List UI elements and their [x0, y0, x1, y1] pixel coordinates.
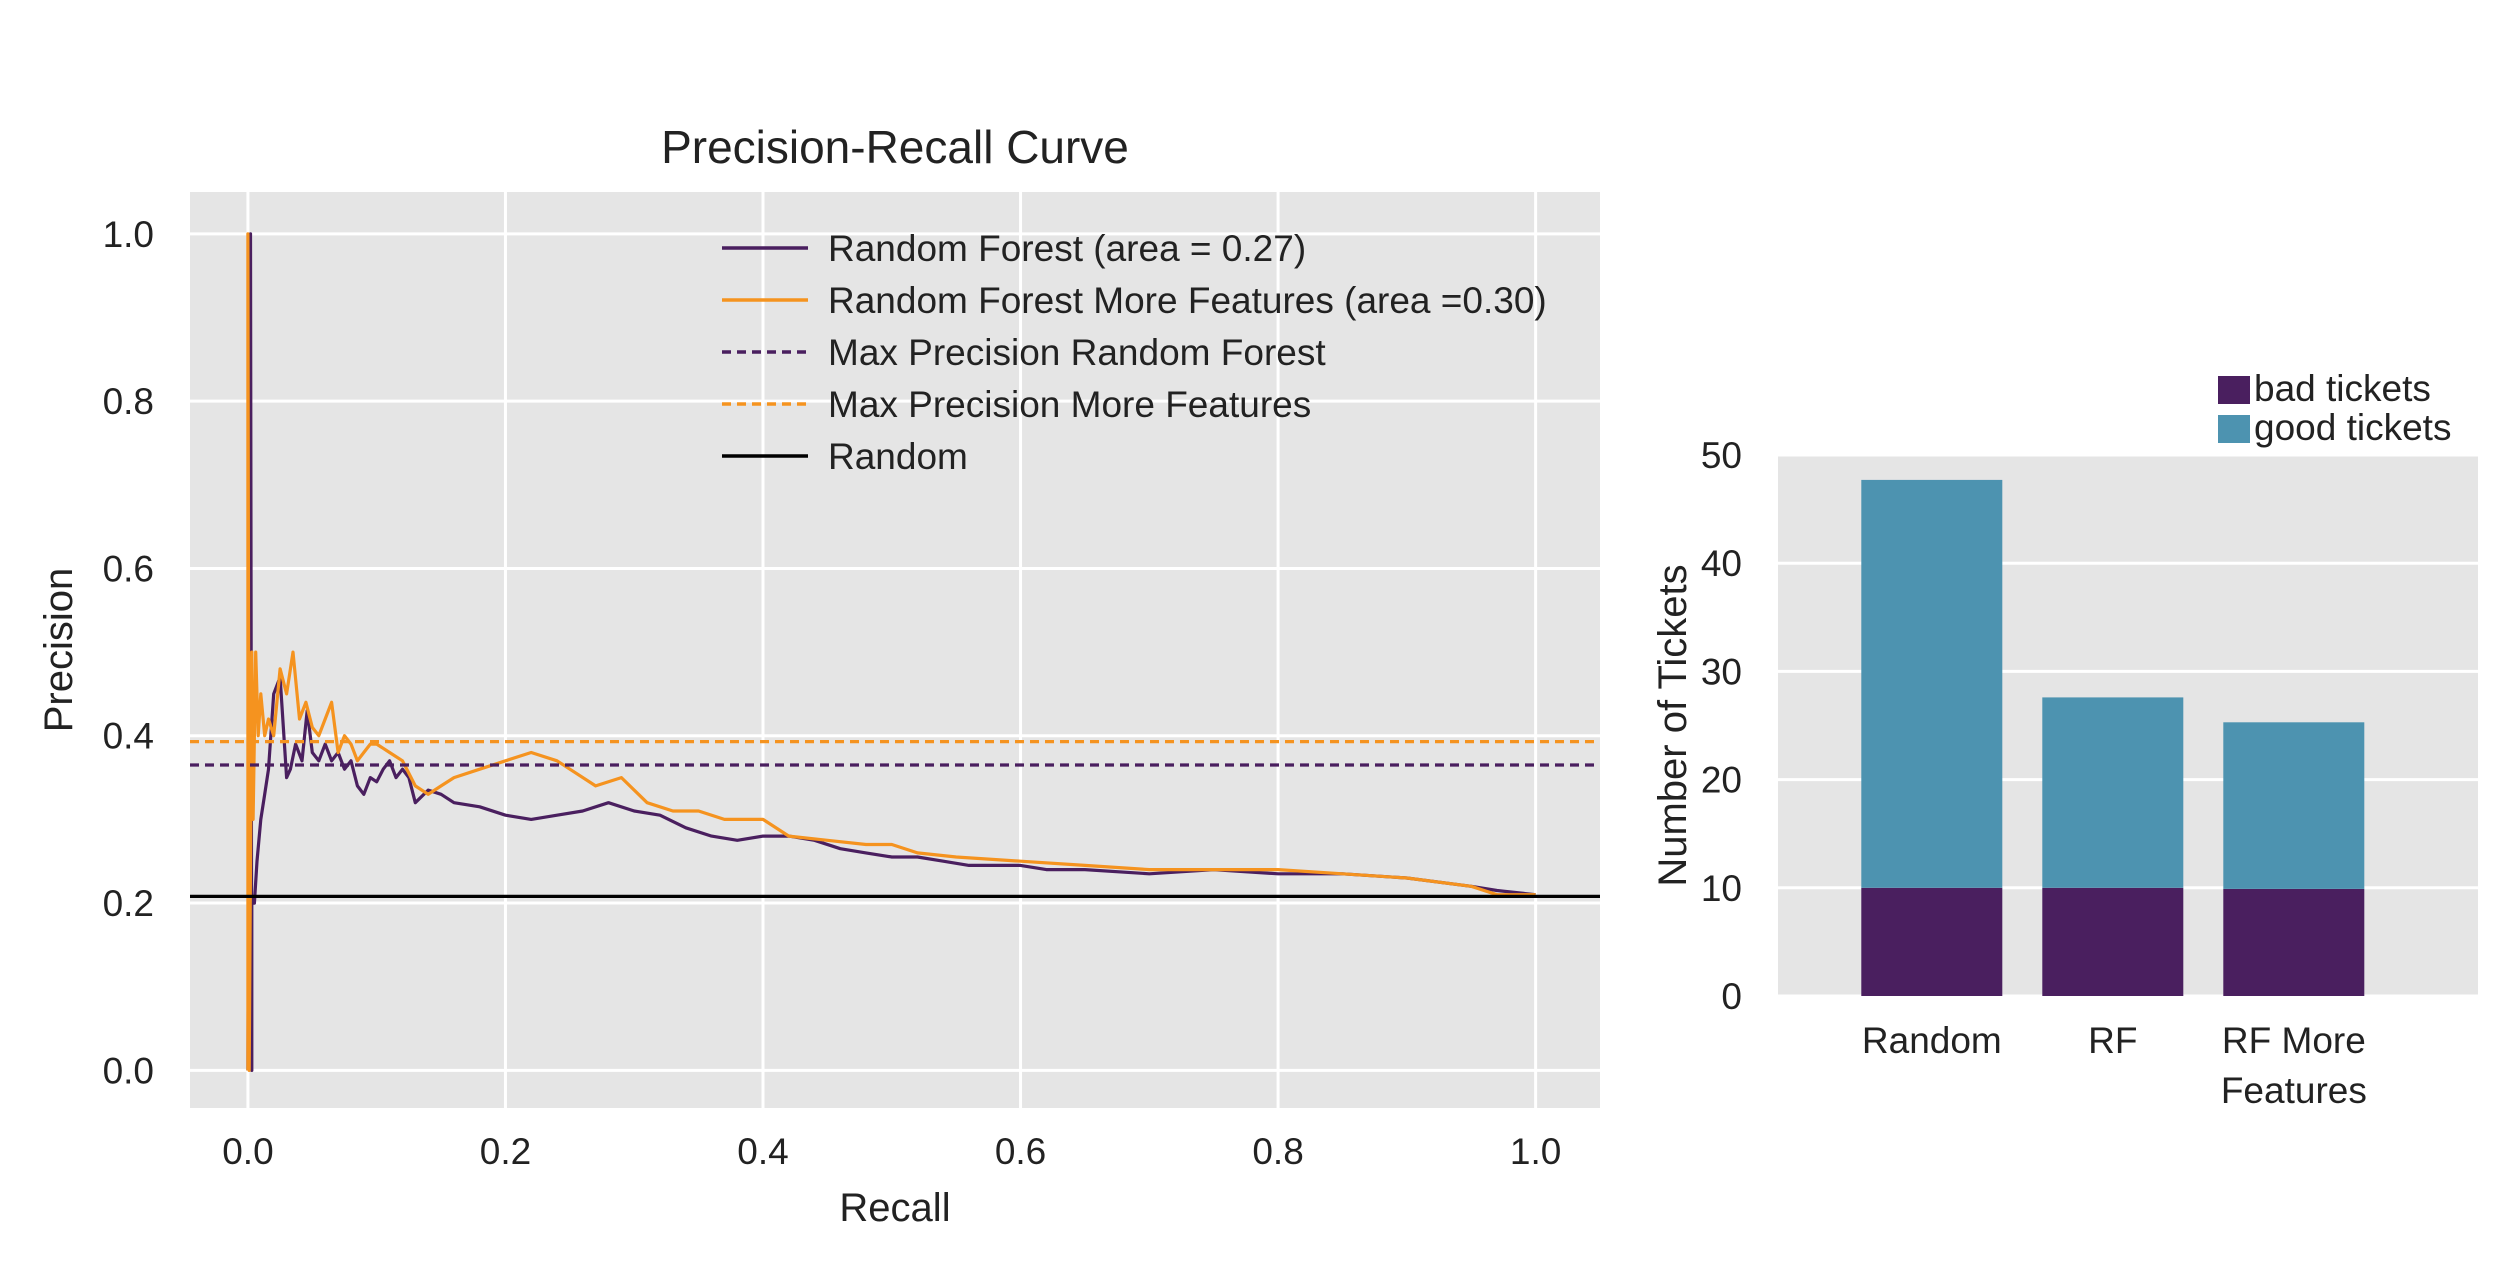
bar-x-tick-label: RF [2088, 1020, 2137, 1061]
bar-y-tick-label: 50 [1701, 435, 1742, 476]
bar-y-tick-label: 20 [1701, 760, 1742, 801]
bar-bad-tickets [2223, 888, 2365, 996]
bar-legend-swatch [2218, 376, 2250, 404]
bar-x-tick-label: Features [2221, 1070, 2367, 1111]
bar-good-tickets [1861, 479, 2003, 888]
pr-series-line-0 [246, 232, 1536, 1073]
pr-x-axis-label: Recall [839, 1186, 950, 1230]
pr-x-tick-label: 0.6 [995, 1131, 1046, 1172]
pr-legend-label: Random Forest More Features (area =0.30) [828, 280, 1547, 321]
bar-y-tick-label: 10 [1701, 868, 1742, 909]
pr-x-tick-label: 1.0 [1510, 1131, 1561, 1172]
pr-series-line-1 [246, 232, 1536, 1073]
bar-y-tick-label: 0 [1721, 976, 1742, 1017]
bar-good-tickets [2042, 697, 2184, 888]
pr-y-tick-label: 0.4 [103, 716, 154, 757]
pr-y-axis-label: Precision [37, 568, 81, 733]
pr-y-tick-label: 0.2 [103, 883, 154, 924]
bar-x-tick-label: Random [1862, 1020, 2002, 1061]
bar-legend-swatch [2218, 415, 2250, 443]
precision-recall-chart: 0.0 0.2 0.4 0.6 0.8 1.0 0.0 0.2 0.4 0.6 0.8 1.0 Prec… [37, 121, 1600, 1230]
pr-x-tick-label: 0.2 [480, 1131, 531, 1172]
bar-x-tick-label: RF More [2222, 1020, 2366, 1061]
pr-y-tick-label: 1.0 [103, 214, 154, 255]
pr-legend-label: Max Precision Random Forest [828, 332, 1326, 373]
pr-legend-label: Max Precision More Features [828, 384, 1311, 425]
pr-y-tick-label: 0.0 [103, 1050, 154, 1091]
pr-x-tick-label: 0.8 [1252, 1131, 1303, 1172]
bar-bad-tickets [1861, 887, 2003, 996]
pr-x-tick-label: 0.4 [737, 1131, 788, 1172]
pr-y-tick-label: 0.6 [103, 548, 154, 589]
bar-legend-label: good tickets [2254, 407, 2451, 448]
pr-chart-title: Precision-Recall Curve [661, 121, 1129, 173]
bar-good-tickets [2223, 722, 2365, 889]
pr-legend-label: Random Forest (area = 0.27) [828, 228, 1306, 269]
bar-y-tick-label: 40 [1701, 543, 1742, 584]
pr-y-tick-label: 0.8 [103, 381, 154, 422]
pr-plot-background [190, 192, 1600, 1108]
bar-y-tick-label: 30 [1701, 651, 1742, 692]
bar-bad-tickets [2042, 887, 2184, 996]
bar-y-axis-label: Number of Tickets [1651, 564, 1695, 886]
pr-legend-label: Random [828, 436, 968, 477]
bar-legend-label: bad tickets [2254, 368, 2431, 409]
pr-x-tick-label: 0.0 [222, 1131, 273, 1172]
tickets-bar-chart: 0 10 20 30 40 50 Random RF RF More Features Number… [1651, 368, 2478, 1111]
